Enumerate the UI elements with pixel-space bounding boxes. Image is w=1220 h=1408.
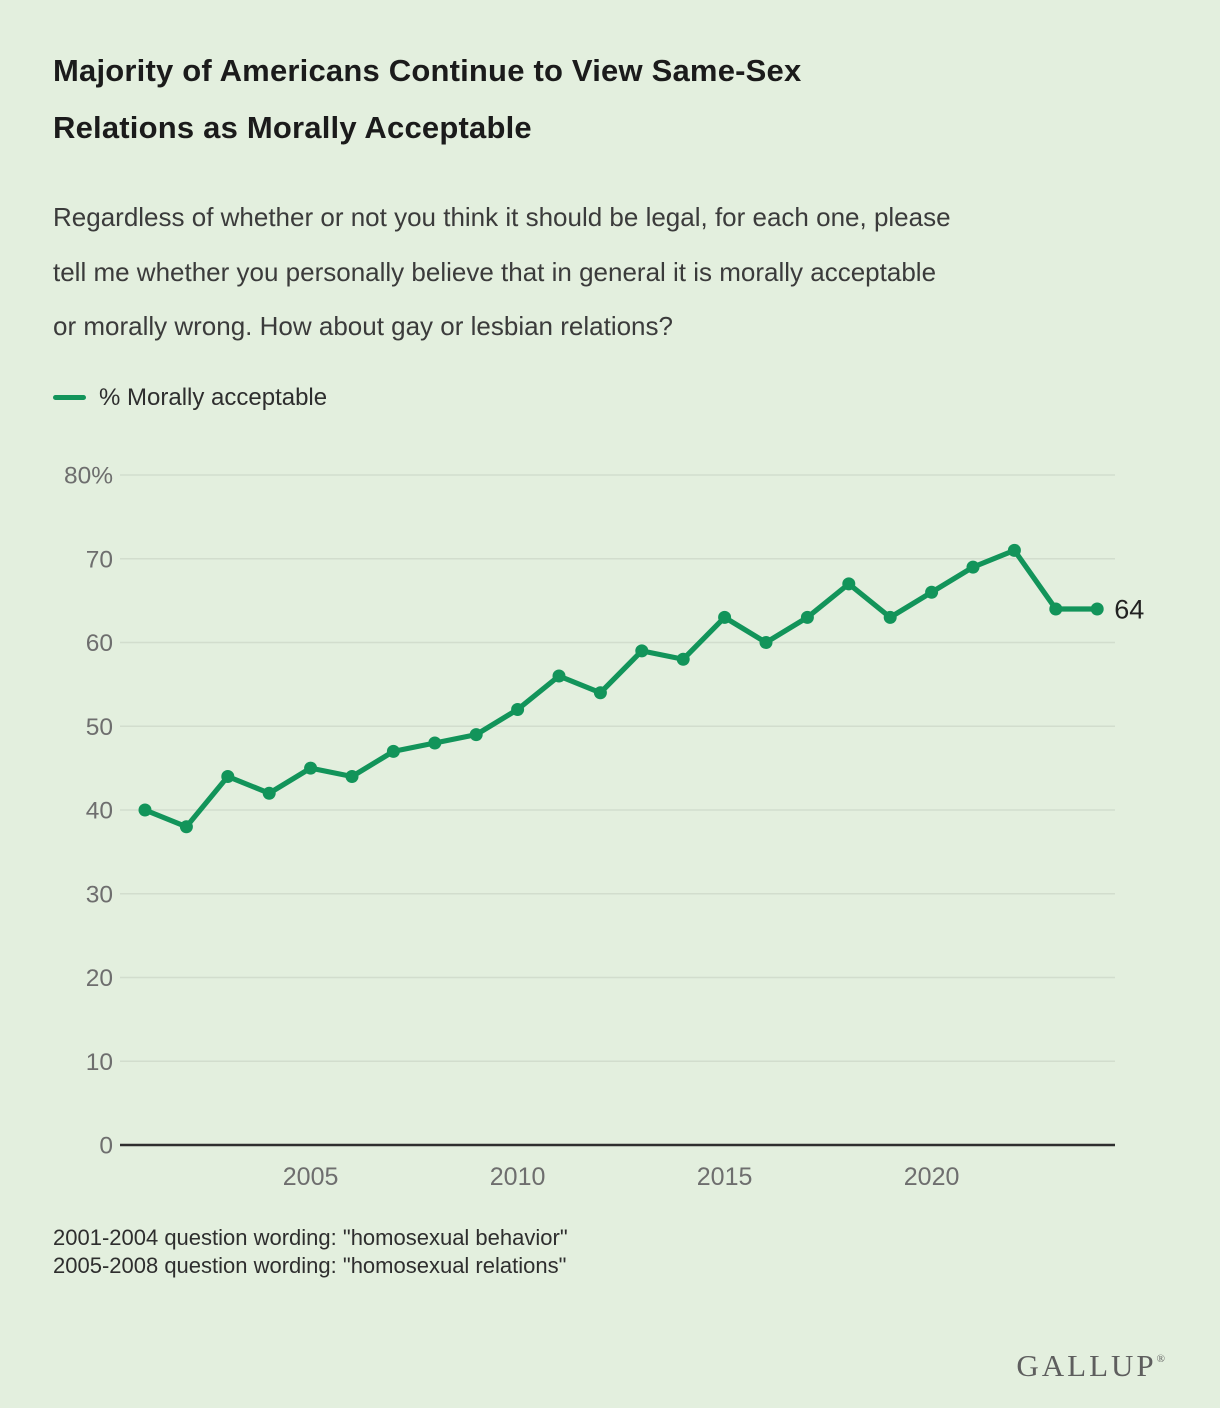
x-axis-label-2020: 2020 — [904, 1163, 960, 1191]
data-point-2024 — [1090, 602, 1104, 616]
question-line-2: tell me whether you personally believe t… — [53, 256, 937, 287]
question-line-3: or morally wrong. How about gay or lesbi… — [53, 311, 673, 342]
data-point-2018 — [842, 577, 856, 591]
data-point-2006 — [345, 769, 359, 783]
data-point-2023 — [1049, 602, 1063, 616]
data-point-2009 — [469, 727, 483, 741]
y-axis-label-70: 70 — [86, 546, 113, 573]
end-value-label: 64 — [1114, 594, 1144, 624]
legend-label: % Morally acceptable — [99, 383, 328, 411]
data-point-2011 — [552, 669, 566, 683]
x-axis-label-2010: 2010 — [490, 1163, 546, 1191]
data-point-2013 — [635, 644, 649, 658]
legend: % Morally acceptable — [53, 384, 1167, 412]
footnotes: 2001-2004 question wording: "homosexual … — [53, 1224, 1167, 1280]
y-axis-label-50: 50 — [86, 714, 113, 741]
y-axis-label-80: 80% — [64, 462, 113, 489]
gallup-logo: GALLUP® — [1016, 1348, 1165, 1383]
y-axis-label-30: 30 — [86, 881, 113, 908]
y-axis-label-20: 20 — [86, 965, 113, 992]
data-point-2002 — [179, 820, 193, 834]
data-point-2021 — [966, 560, 980, 574]
data-point-2017 — [800, 610, 814, 624]
data-point-2016 — [759, 635, 773, 649]
data-point-2008 — [428, 736, 442, 750]
page-title: Majority of Americans Continue to View S… — [53, 42, 1113, 156]
data-point-2010 — [511, 702, 525, 716]
registered-trademark-mark: ® — [1156, 1353, 1165, 1365]
question-wording-text: Regardless of whether or not you think i… — [53, 190, 1167, 354]
data-point-2015 — [718, 610, 732, 624]
data-point-2003 — [221, 769, 235, 783]
data-point-2004 — [262, 786, 276, 800]
y-axis-label-0: 0 — [99, 1132, 113, 1159]
y-axis-label-60: 60 — [86, 630, 113, 657]
data-point-2012 — [593, 686, 607, 700]
branding-row: GALLUP® — [53, 1348, 1167, 1408]
y-axis-label-40: 40 — [86, 797, 113, 824]
page-title-line-2: Relations as Morally Acceptable — [53, 110, 532, 146]
x-axis-label-2005: 2005 — [283, 1163, 339, 1191]
line-chart: 0 10 20 30 40 50 60 70 80% 2005 2010 2015 2020 64 — [64, 462, 1144, 1191]
gallup-logo-text: GALLUP — [1016, 1348, 1157, 1383]
data-point-2019 — [883, 610, 897, 624]
footnote-2005-2008: 2005-2008 question wording: "homosexual … — [53, 1253, 567, 1278]
series-line-morally-acceptable — [142, 547, 1100, 830]
y-axis-label-10: 10 — [86, 1049, 113, 1076]
legend-line-swatch — [53, 395, 86, 401]
x-axis-label-2015: 2015 — [697, 1163, 753, 1191]
data-point-2005 — [304, 761, 318, 775]
page-title-line-1: Majority of Americans Continue to View S… — [53, 53, 802, 88]
data-point-2014 — [676, 652, 690, 666]
question-line-1: Regardless of whether or not you think i… — [53, 202, 951, 233]
data-point-2022 — [1007, 543, 1021, 557]
footnote-2001-2004: 2001-2004 question wording: "homosexual … — [53, 1224, 568, 1250]
data-point-2007 — [386, 744, 400, 758]
data-point-2001 — [138, 803, 152, 817]
data-point-2020 — [925, 585, 939, 599]
